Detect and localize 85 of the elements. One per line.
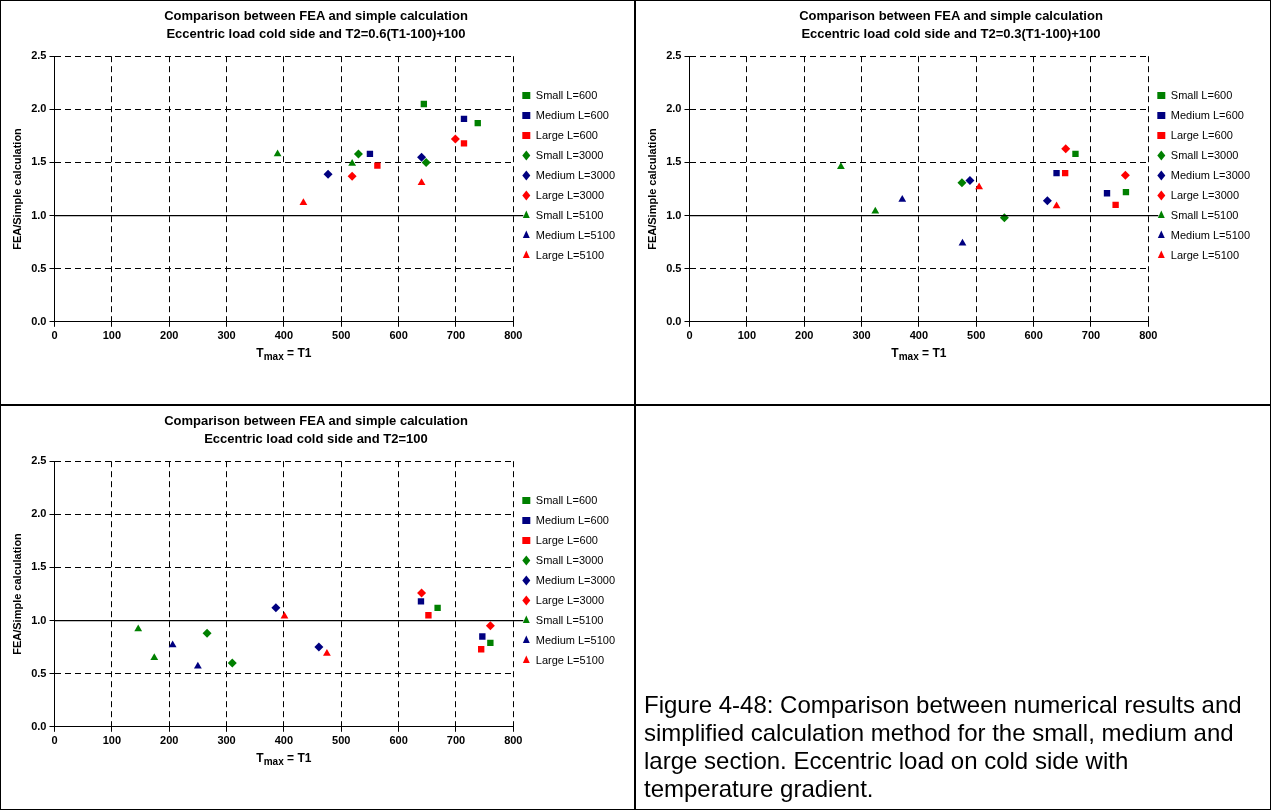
y-axis-title: FEA/Simple calculation <box>645 127 658 250</box>
legend-label: Large L=600 <box>535 128 598 141</box>
legend-label: Small L=5100 <box>535 208 604 221</box>
x-axis-title: T$_{max}$ = T1 <box>255 345 313 363</box>
y-tick-label: 0.0 <box>31 719 47 732</box>
x-axis-title: T$_{max}$ = T1 <box>255 750 313 768</box>
x-tick-label: 400 <box>274 734 294 747</box>
legend-label: Medium L=3000 <box>535 573 616 586</box>
y-tick-label: 0.5 <box>31 666 47 679</box>
x-tick-label: 100 <box>102 329 122 342</box>
legend-label: Medium L=5100 <box>535 228 616 241</box>
legend-label: Small L=600 <box>535 88 598 101</box>
y-tick-label: 2.0 <box>31 507 47 520</box>
x-tick-label: 200 <box>795 329 814 342</box>
x-tick-label: 100 <box>102 734 122 747</box>
legend-label: Medium L=3000 <box>1170 168 1251 181</box>
y-tick-label: 1.5 <box>31 155 47 168</box>
x-tick-label: 500 <box>332 734 351 747</box>
y-tick-label: 2.5 <box>31 454 47 467</box>
legend-label: Medium L=600 <box>535 108 609 121</box>
legend-label: Medium L=600 <box>535 513 609 526</box>
x-tick-label: 0 <box>686 329 693 342</box>
x-tick-label: 400 <box>274 329 294 342</box>
legend-label: Small L=3000 <box>1170 148 1239 161</box>
legend-label: Medium L=600 <box>1170 108 1244 121</box>
x-tick-label: 700 <box>1081 329 1101 342</box>
legend-label: Small L=5100 <box>535 613 604 626</box>
legend-label: Large L=3000 <box>535 188 605 201</box>
legend-label: Medium L=3000 <box>535 168 616 181</box>
legend-label: Small L=3000 <box>535 553 604 566</box>
x-axis-title: T$_{max}$ = T1 <box>890 345 948 363</box>
chart-subtitle: Eccentric load cold side and T2=0.6(T1-100)+100 <box>166 25 466 41</box>
x-tick-label: 800 <box>504 734 523 747</box>
x-tick-label: 0 <box>51 734 58 747</box>
x-tick-label: 0 <box>51 329 58 342</box>
y-tick-label: 1.5 <box>31 560 47 573</box>
y-axis-title: FEA/Simple calculation <box>10 127 23 250</box>
x-tick-label: 300 <box>217 734 236 747</box>
x-tick-label: 600 <box>389 734 408 747</box>
y-tick-label: 0.5 <box>666 261 682 274</box>
x-tick-label: 500 <box>332 329 351 342</box>
legend-label: Small L=600 <box>1170 88 1233 101</box>
y-tick-label: 0.5 <box>31 261 47 274</box>
legend-label: Medium L=5100 <box>535 633 616 646</box>
x-tick-label: 200 <box>160 734 179 747</box>
y-tick-label: 2.0 <box>666 102 682 115</box>
x-tick-label: 800 <box>504 329 523 342</box>
legend-label: Medium L=5100 <box>1170 228 1251 241</box>
legend-label: Large L=3000 <box>535 593 605 606</box>
legend-label: Small L=600 <box>535 493 598 506</box>
legend-label: Large L=600 <box>535 533 598 546</box>
y-tick-label: 0.0 <box>666 314 682 327</box>
legend-label: Large L=5100 <box>535 653 605 666</box>
legend-label: Small L=3000 <box>535 148 604 161</box>
y-tick-label: 1.5 <box>666 155 682 168</box>
x-tick-label: 300 <box>852 329 871 342</box>
x-tick-label: 300 <box>217 329 236 342</box>
chart-subtitle: Eccentric load cold side and T2=100 <box>204 430 428 446</box>
legend-label: Small L=5100 <box>1170 208 1239 221</box>
x-tick-label: 600 <box>1024 329 1043 342</box>
x-tick-label: 800 <box>1139 329 1158 342</box>
x-tick-label: 700 <box>446 329 466 342</box>
legend-label: Large L=5100 <box>1170 248 1240 261</box>
x-tick-label: 400 <box>909 329 929 342</box>
y-axis-title: FEA/Simple calculation <box>10 532 23 655</box>
x-tick-label: 700 <box>446 734 466 747</box>
x-tick-label: 200 <box>160 329 179 342</box>
x-tick-label: 600 <box>389 329 408 342</box>
legend-label: Large L=5100 <box>535 248 605 261</box>
y-tick-label: 2.5 <box>666 49 682 62</box>
chart-title: Comparison between FEA and simple calculation <box>164 413 468 429</box>
legend-label: Large L=600 <box>1170 128 1233 141</box>
chart-title: Comparison between FEA and simple calculation <box>164 8 468 24</box>
chart-title: Comparison between FEA and simple calculation <box>799 8 1103 24</box>
y-tick-label: 1.0 <box>666 208 682 221</box>
y-tick-label: 2.0 <box>31 102 47 115</box>
y-tick-label: 0.0 <box>31 314 47 327</box>
x-tick-label: 500 <box>967 329 986 342</box>
y-tick-label: 1.0 <box>31 208 47 221</box>
caption: Figure 4-48: Comparison between numerical results and simplified calculation method for the small, medium and large section. Eccentric load on cold side with temperature gradient. <box>644 691 1243 803</box>
x-tick-label: 100 <box>737 329 757 342</box>
chart-subtitle: Eccentric load cold side and T2=0.3(T1-100)+100 <box>801 25 1101 41</box>
legend-label: Large L=3000 <box>1170 188 1240 201</box>
y-tick-label: 2.5 <box>31 49 47 62</box>
y-tick-label: 1.0 <box>31 613 47 626</box>
